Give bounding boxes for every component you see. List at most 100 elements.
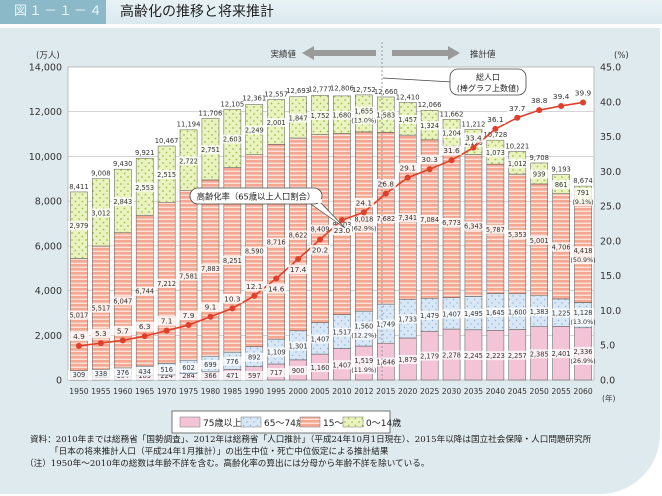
actual-label: 実績値	[270, 49, 296, 60]
value-label-bg	[352, 106, 375, 116]
value-label-bg	[265, 237, 288, 247]
value-label-0-14: 2,603	[223, 136, 242, 144]
aging-rate-point	[448, 157, 455, 164]
value-label-bg	[550, 180, 573, 190]
legend-swatch-65-74	[240, 416, 262, 428]
value-label-bg	[133, 286, 156, 296]
aging-rate-point	[229, 305, 236, 312]
rate-label-bg	[353, 197, 374, 208]
x-tick-label: 1960	[113, 387, 132, 396]
value-label-15-64: 8,622	[289, 231, 308, 239]
total-label: 9,430	[113, 160, 132, 168]
value-label-bg	[309, 224, 332, 234]
value-label-bg	[572, 346, 595, 356]
aging-rate-label: 26.8	[378, 180, 395, 189]
value-label-bg	[506, 229, 529, 239]
total-label: 10,467	[155, 137, 179, 145]
value-label-75plus: 2,336	[574, 348, 593, 356]
value-label-bg	[309, 111, 332, 121]
value-label-15-64: 6,773	[442, 219, 461, 227]
rate-label-bg	[375, 179, 396, 189]
value-label-15-64: 6,744	[135, 288, 154, 296]
legend-label-75plus: 75歳以上	[203, 417, 241, 429]
value-label-15-64: 5,787	[486, 226, 505, 234]
rate-label-bg	[507, 103, 528, 113]
y2-tick-label: 25.0	[600, 202, 621, 213]
aging-rate-point	[97, 340, 104, 347]
value-label-bg	[506, 350, 529, 360]
value-label-bg	[111, 368, 134, 378]
value-label-65-74: 1,645	[486, 309, 505, 317]
aging-rate-label: 36.1	[487, 115, 504, 124]
value-label-0-14: 2,001	[267, 119, 286, 127]
aging-rate-label: 30.3	[421, 155, 438, 164]
x-tick-label: 1950	[69, 387, 88, 396]
rate-label-bg	[463, 133, 484, 143]
value-label-bg	[265, 347, 288, 357]
y2-tick-label: 30.0	[600, 167, 621, 178]
value-label-bg	[243, 352, 266, 362]
x-axis-unit: (年)	[602, 393, 616, 403]
value-label-15-64: 5,353	[508, 231, 527, 239]
total-label: 12,777	[308, 85, 332, 93]
total-label: 11,662	[440, 110, 464, 118]
value-label-bg	[440, 350, 463, 360]
value-label-bg	[528, 169, 551, 179]
aging-rate-point	[75, 342, 82, 349]
x-tick-label: 2040	[486, 387, 505, 396]
value-label-15-64: 8,716	[267, 239, 286, 247]
aging-rate-point	[470, 144, 477, 151]
value-label-bg	[440, 309, 463, 319]
value-label-75plus: 2,401	[552, 350, 571, 358]
value-label-0-14: 1,073	[486, 149, 505, 157]
value-label-bg	[199, 264, 222, 274]
legend-swatch-15-64	[299, 416, 321, 428]
total-label: 8,411	[69, 183, 88, 191]
value-label-0-14: 1,457	[398, 116, 417, 124]
aging-rate-label: 10.3	[224, 294, 241, 303]
total-label: 12,410	[396, 94, 420, 102]
pct-label-bg	[572, 317, 595, 327]
y-tick-label: 0	[56, 376, 62, 387]
aging-rate-label: 29.1	[399, 164, 416, 173]
left-arrow-icon	[302, 46, 376, 60]
total-callout-line1: 総人口	[476, 72, 500, 82]
value-label-65-74: 338	[95, 370, 108, 378]
pct-label-bg	[572, 355, 595, 365]
value-label-bg	[221, 134, 244, 144]
total-callout-line2: (棒グラフ上数値)	[457, 83, 519, 93]
value-label-bg	[287, 230, 310, 240]
y-tick-label: 14,000	[29, 63, 62, 74]
value-label-15-64: 6,047	[113, 297, 132, 305]
pct-label: (26.9%)	[570, 357, 595, 365]
value-label-bg	[89, 208, 112, 218]
aging-rate-point	[207, 313, 214, 320]
rate-label-bg	[441, 145, 462, 156]
value-label-0-14: 3,012	[91, 209, 110, 217]
rate-label-bg	[200, 302, 221, 312]
y2-tick-label: 40.0	[600, 97, 621, 108]
value-label-bg	[155, 371, 178, 380]
x-tick-label: 1965	[135, 387, 154, 396]
aging-rate-label: 20.2	[312, 245, 328, 254]
value-label-bg	[177, 371, 200, 380]
value-label-0-14: 1,324	[420, 122, 439, 130]
x-tick-label: 2045	[508, 387, 527, 396]
pct-label-bg	[572, 255, 595, 265]
figure-header: 図１－１－４ 高齢化の推移と将来推計	[0, 0, 662, 24]
projected-label: 推計値	[470, 49, 496, 60]
value-label-0-14: 1,752	[311, 112, 330, 120]
aging-rate-label: 17.4	[290, 265, 307, 274]
y2-axis-unit: (%)	[614, 51, 629, 61]
total-label: 12,693	[286, 87, 310, 95]
value-label-bg	[572, 187, 595, 197]
value-label-bg	[199, 145, 222, 155]
rate-label-bg	[288, 264, 309, 274]
legend-label-0-14: 0～14歳	[366, 417, 401, 429]
y2-tick-label: 0.0	[600, 376, 615, 387]
pct-label-bg	[352, 365, 375, 375]
value-label-bg	[221, 356, 244, 366]
value-label-bg	[199, 360, 222, 370]
aging-rate-point	[382, 190, 389, 197]
value-label-15-64: 7,682	[376, 215, 395, 223]
